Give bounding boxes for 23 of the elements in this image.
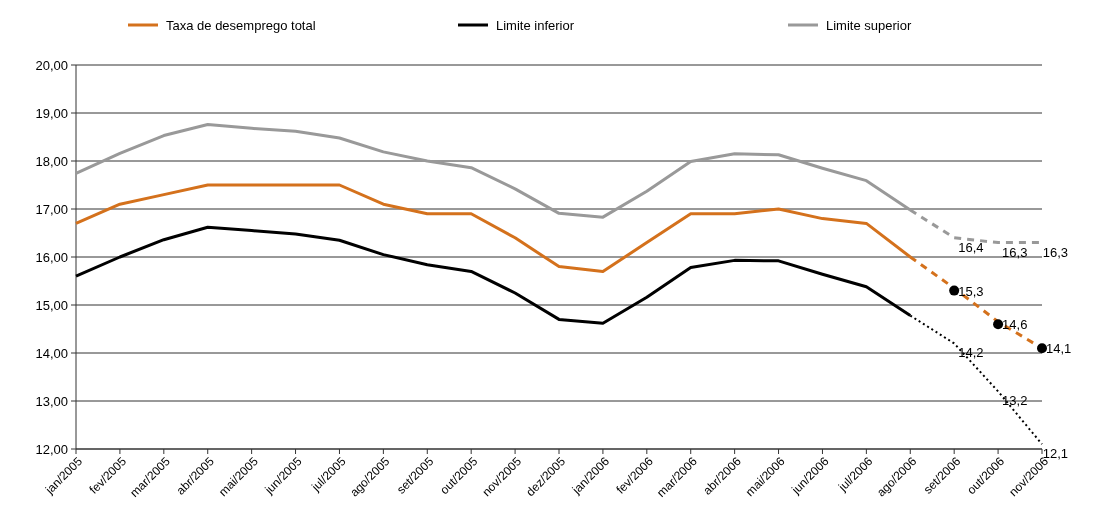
y-tick-label: 17,00 bbox=[35, 201, 68, 217]
y-tick-label: 13,00 bbox=[35, 393, 68, 409]
legend-label: Taxa de desemprego total bbox=[166, 18, 316, 33]
data-label: 15,3 bbox=[958, 283, 984, 299]
point bbox=[949, 285, 960, 296]
y-tick-label: 12,00 bbox=[35, 441, 68, 457]
data-label: 16,3 bbox=[1002, 244, 1028, 260]
y-tick-label: 16,00 bbox=[35, 249, 68, 265]
point bbox=[993, 319, 1004, 330]
data-label: 16,3 bbox=[1042, 244, 1068, 260]
y-tick-label: 18,00 bbox=[35, 153, 68, 169]
legend-label: Limite inferior bbox=[496, 18, 575, 33]
y-tick-label: 14,00 bbox=[35, 345, 68, 361]
point bbox=[1037, 343, 1047, 354]
data-label: 14,1 bbox=[1046, 341, 1072, 357]
legend-label: Limite superior bbox=[826, 18, 912, 33]
y-tick-label: 15,00 bbox=[35, 297, 68, 313]
data-label: 16,4 bbox=[958, 239, 984, 255]
y-tick-label: 19,00 bbox=[35, 105, 68, 121]
y-tick-label: 20,00 bbox=[35, 57, 68, 73]
data-label: 14,6 bbox=[1002, 317, 1028, 333]
data-label: 14,2 bbox=[958, 345, 984, 361]
data-label: 13,2 bbox=[1002, 393, 1028, 409]
